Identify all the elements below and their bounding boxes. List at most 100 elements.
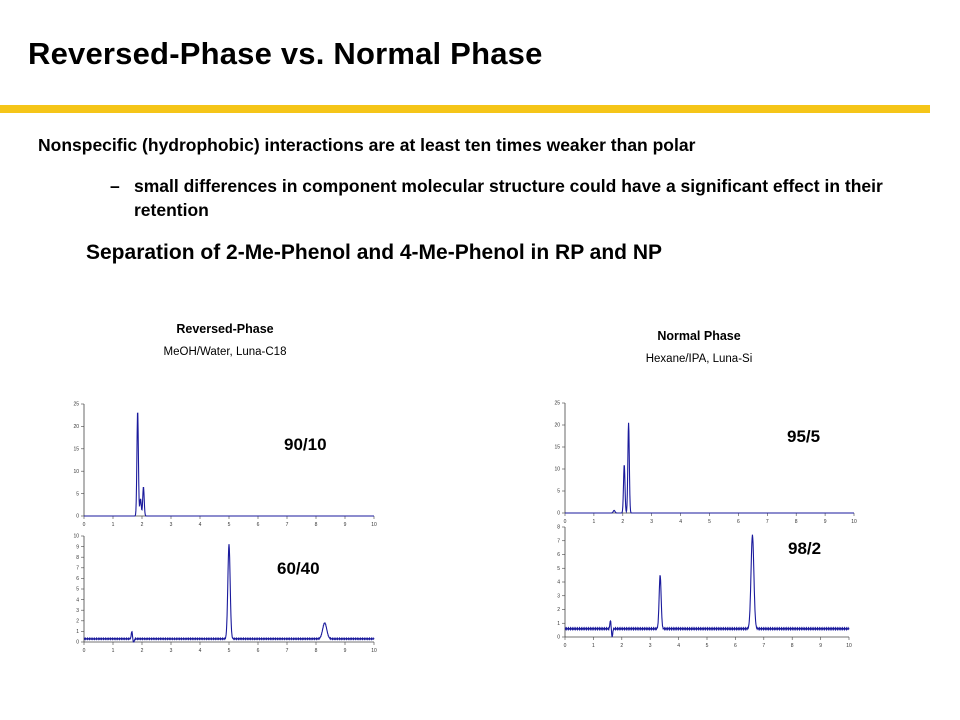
x-tick-label: 4 xyxy=(679,519,682,525)
chromatogram-trace xyxy=(84,412,374,517)
main-bullet: Nonspecific (hydrophobic) interactions a… xyxy=(38,135,696,155)
ratio-label-60-40: 60/40 xyxy=(277,559,320,578)
chromatogram-trace xyxy=(564,534,850,638)
ratio-label-95-5: 95/5 xyxy=(787,427,821,446)
x-tick-label: 5 xyxy=(706,643,709,649)
slide-title: Reversed-Phase vs. Normal Phase xyxy=(28,36,543,71)
x-tick-label: 0 xyxy=(564,519,567,525)
rp-panel-conditions: MeOH/Water, Luna-C18 xyxy=(163,346,287,358)
x-tick-label: 10 xyxy=(371,648,377,654)
y-tick-label: 8 xyxy=(557,525,560,531)
x-tick-label: 10 xyxy=(851,519,857,525)
x-tick-label: 8 xyxy=(795,519,798,525)
y-tick-label: 6 xyxy=(557,552,560,558)
y-tick-label: 8 xyxy=(76,555,79,561)
x-tick-label: 7 xyxy=(762,643,765,649)
x-tick-label: 0 xyxy=(83,648,86,654)
x-tick-label: 8 xyxy=(315,648,318,654)
y-tick-label: 5 xyxy=(557,566,560,572)
y-tick-label: 10 xyxy=(73,534,79,540)
chromatogram-rp-60-40: 0 1 2 3 4 5 6 7 8 9 10 0 1 2 3 4 5 6 7 8 9 10 xyxy=(73,534,377,654)
x-tick-label: 5 xyxy=(228,648,231,654)
x-tick-label: 2 xyxy=(620,643,623,649)
chromatogram-np-98-2: 0 1 2 3 4 5 6 7 8 0 1 2 3 4 5 6 7 8 9 10 xyxy=(557,525,852,649)
y-tick-label: 5 xyxy=(76,491,79,497)
y-tick-label: 15 xyxy=(73,447,79,453)
y-tick-label: 4 xyxy=(557,580,560,586)
x-tick-label: 6 xyxy=(737,519,740,525)
y-tick-label: 0 xyxy=(557,511,560,517)
rp-panel-caption: Reversed-Phase MeOH/Water, Luna-C18 xyxy=(105,322,345,358)
y-tick-label: 5 xyxy=(76,587,79,593)
np-panel-caption: Normal Phase Hexane/IPA, Luna-Si xyxy=(579,329,819,365)
x-tick-label: 3 xyxy=(649,643,652,649)
x-tick-label: 4 xyxy=(677,643,680,649)
x-tick-label: 3 xyxy=(170,648,173,654)
x-tick-label: 1 xyxy=(593,519,596,525)
y-tick-label: 3 xyxy=(557,593,560,599)
y-tick-label: 10 xyxy=(554,467,560,473)
y-tick-label: 6 xyxy=(76,576,79,582)
y-tick-label: 0 xyxy=(557,635,560,641)
chromatogram-trace xyxy=(83,544,375,643)
x-tick-label: 9 xyxy=(824,519,827,525)
y-tick-label: 3 xyxy=(76,608,79,614)
x-tick-label: 5 xyxy=(708,519,711,525)
sub-bullet-text: small differences in component molecular… xyxy=(134,176,883,220)
np-panel-title: Normal Phase xyxy=(657,329,741,343)
x-tick-label: 9 xyxy=(819,643,822,649)
np-panel-conditions: Hexane/IPA, Luna-Si xyxy=(645,353,753,365)
y-tick-label: 5 xyxy=(557,489,560,495)
chromatogram-np-95-5: 0 5 10 15 20 25 0 1 2 3 4 5 6 7 8 9 10 xyxy=(554,401,857,525)
x-tick-label: 7 xyxy=(286,522,289,528)
x-tick-label: 9 xyxy=(344,522,347,528)
x-tick-label: 8 xyxy=(315,522,318,528)
x-tick-label: 1 xyxy=(112,648,115,654)
x-tick-label: 7 xyxy=(286,648,289,654)
section-subheading: Separation of 2-Me-Phenol and 4-Me-Pheno… xyxy=(86,241,663,264)
sub-bullet-dash: – xyxy=(110,176,120,196)
chromatogram-rp-90-10: 0 5 10 15 20 25 0 1 2 3 4 5 6 7 8 9 10 xyxy=(73,402,377,528)
y-tick-label: 25 xyxy=(73,402,79,408)
y-tick-label: 1 xyxy=(76,629,79,635)
y-tick-label: 4 xyxy=(76,597,79,603)
y-tick-label: 0 xyxy=(76,514,79,520)
x-tick-label: 5 xyxy=(228,522,231,528)
y-tick-label: 7 xyxy=(557,538,560,544)
y-tick-label: 10 xyxy=(73,469,79,475)
x-tick-label: 3 xyxy=(170,522,173,528)
x-tick-label: 6 xyxy=(257,648,260,654)
title-accent-rule xyxy=(0,105,930,113)
x-tick-label: 4 xyxy=(199,522,202,528)
y-tick-label: 2 xyxy=(76,619,79,625)
x-tick-label: 4 xyxy=(199,648,202,654)
y-tick-label: 1 xyxy=(557,621,560,627)
y-tick-label: 9 xyxy=(76,544,79,550)
x-tick-label: 9 xyxy=(344,648,347,654)
chromatogram-trace xyxy=(565,422,854,514)
x-tick-label: 6 xyxy=(257,522,260,528)
x-tick-label: 10 xyxy=(371,522,377,528)
y-tick-label: 7 xyxy=(76,566,79,572)
x-tick-label: 1 xyxy=(592,643,595,649)
x-tick-label: 0 xyxy=(564,643,567,649)
y-tick-label: 20 xyxy=(73,424,79,430)
x-tick-label: 1 xyxy=(112,522,115,528)
x-tick-label: 7 xyxy=(766,519,769,525)
x-tick-label: 3 xyxy=(650,519,653,525)
y-tick-label: 15 xyxy=(554,445,560,451)
y-tick-label: 0 xyxy=(76,640,79,646)
x-tick-label: 10 xyxy=(846,643,852,649)
x-tick-label: 8 xyxy=(791,643,794,649)
x-tick-label: 2 xyxy=(141,648,144,654)
x-tick-label: 6 xyxy=(734,643,737,649)
sub-bullet: – small differences in component molecul… xyxy=(110,174,914,222)
x-tick-label: 0 xyxy=(83,522,86,528)
y-tick-label: 2 xyxy=(557,607,560,613)
y-tick-label: 25 xyxy=(554,401,560,407)
y-tick-label: 20 xyxy=(554,423,560,429)
ratio-label-98-2: 98/2 xyxy=(788,539,822,558)
rp-panel-title: Reversed-Phase xyxy=(176,322,274,336)
x-tick-label: 2 xyxy=(621,519,624,525)
ratio-label-90-10: 90/10 xyxy=(284,435,327,454)
